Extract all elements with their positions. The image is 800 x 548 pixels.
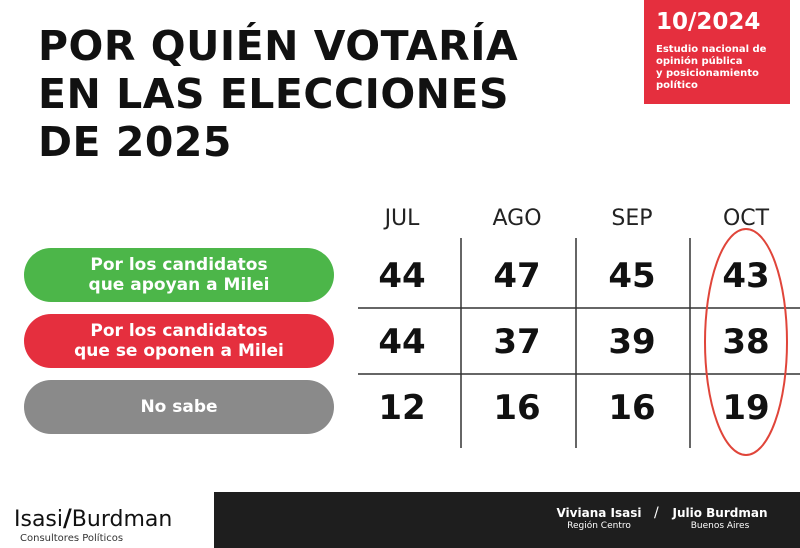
badge-desc-line-3: y posicionamiento <box>656 68 759 79</box>
company-logo: Isasi/Burdman Consultores Políticos <box>14 505 204 545</box>
table-cell: 44 <box>378 256 425 296</box>
badge-desc-line-2: opinión pública <box>656 56 743 67</box>
table-cell: 37 <box>493 322 540 362</box>
badge-desc-line-4: político <box>656 80 698 91</box>
column-header-ago: AGO <box>492 206 541 231</box>
row-label-dont-know: No sabe <box>24 380 334 434</box>
title-line-3: DE 2025 <box>38 118 232 166</box>
footer-bar: Viviana Isasi Región Centro / Julio Burd… <box>214 492 800 548</box>
row-label-support-milei: Por los candidatos que apoyan a Milei <box>24 248 334 302</box>
person-region: Región Centro <box>567 521 631 531</box>
table-cell: 39 <box>608 322 655 362</box>
person-name: Julio Burdman <box>672 506 768 520</box>
column-header-oct: OCT <box>723 206 770 231</box>
logo-slash: / <box>63 504 72 532</box>
logo-subtitle: Consultores Políticos <box>20 533 124 544</box>
footer-person-2: Julio Burdman Buenos Aires <box>670 506 770 532</box>
badge-desc-line-1: Estudio nacional de <box>656 44 767 55</box>
table-cell: 45 <box>608 256 655 296</box>
table-cell: 16 <box>493 388 540 428</box>
title-line-2: EN LAS ELECCIONES <box>38 70 510 118</box>
table-cell: 47 <box>493 256 540 296</box>
person-region: Buenos Aires <box>690 521 750 531</box>
table-cell: 12 <box>378 388 425 428</box>
footer-person-1: Viviana Isasi Región Centro <box>554 506 644 532</box>
badge-description: Estudio nacional de opinión pública y po… <box>656 44 778 92</box>
table-cell: 16 <box>608 388 655 428</box>
column-header-sep: SEP <box>611 206 652 231</box>
highlight-oval <box>704 228 788 456</box>
row-label-line: Por los candidatos <box>90 321 268 341</box>
table-cell: 19 <box>722 388 769 428</box>
row-label-line: que apoyan a Milei <box>88 275 270 295</box>
badge-date: 10/2024 <box>656 9 761 35</box>
person-name: Viviana Isasi <box>556 506 642 520</box>
column-header-jul: JUL <box>383 206 421 231</box>
logo-left-word: Isasi <box>14 507 64 532</box>
table-cell: 44 <box>378 322 425 362</box>
page-title: POR QUIÉN VOTARÍA EN LAS ELECCIONES DE 2… <box>38 22 598 166</box>
date-badge: 10/2024 Estudio nacional de opinión públ… <box>644 0 790 104</box>
footer-separator: / <box>654 505 659 521</box>
title-line-1: POR QUIÉN VOTARÍA <box>38 22 519 70</box>
row-label-line: No sabe <box>140 397 218 417</box>
row-label-line: que se oponen a Milei <box>74 341 284 361</box>
table-cell: 38 <box>722 322 769 362</box>
row-label-oppose-milei: Por los candidatos que se oponen a Milei <box>24 314 334 368</box>
table-cell: 43 <box>722 256 769 296</box>
logo-right-word: Burdman <box>71 507 173 532</box>
row-label-line: Por los candidatos <box>90 255 268 275</box>
